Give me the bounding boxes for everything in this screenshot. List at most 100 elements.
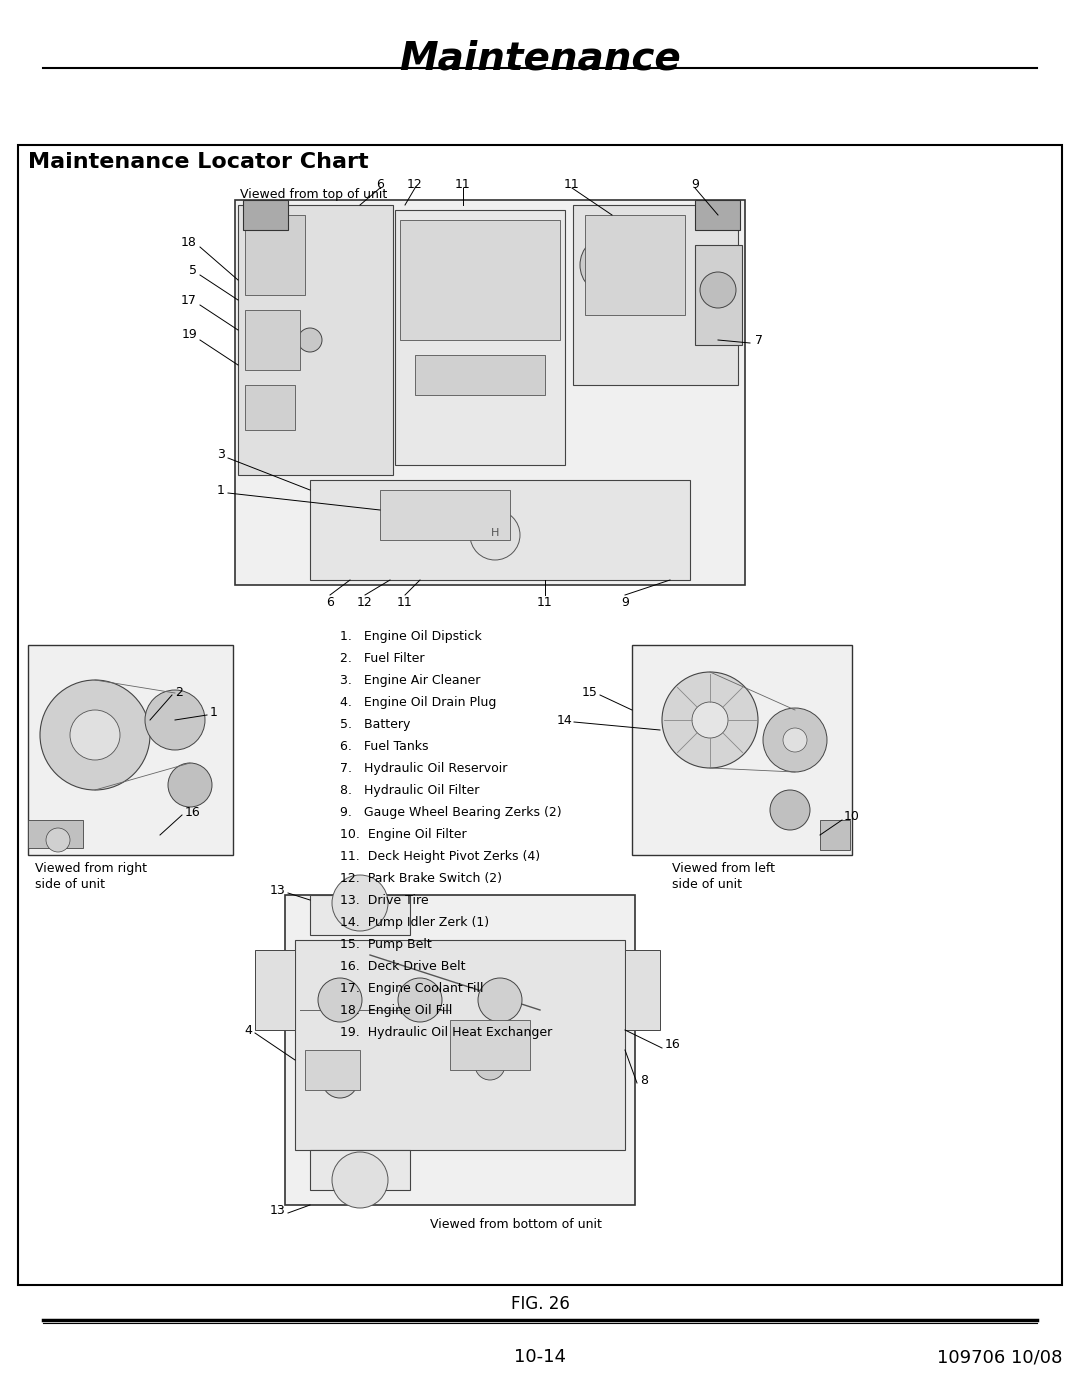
Bar xyxy=(310,895,410,935)
Circle shape xyxy=(332,1153,388,1208)
Bar xyxy=(696,200,740,231)
Circle shape xyxy=(580,235,640,295)
Text: 109706 10/08: 109706 10/08 xyxy=(937,1348,1063,1366)
Text: 17: 17 xyxy=(181,293,197,306)
Text: 5.   Battery: 5. Battery xyxy=(340,718,410,731)
Bar xyxy=(585,215,685,314)
Text: 7.   Hydraulic Oil Reservoir: 7. Hydraulic Oil Reservoir xyxy=(340,761,508,775)
Text: 12: 12 xyxy=(357,597,373,609)
Bar xyxy=(18,145,1062,1285)
Text: 4: 4 xyxy=(244,1024,252,1037)
Circle shape xyxy=(257,237,293,272)
Text: 9: 9 xyxy=(621,597,629,609)
Text: side of unit: side of unit xyxy=(672,877,742,891)
Circle shape xyxy=(478,978,522,1023)
Bar xyxy=(632,645,852,855)
Bar xyxy=(573,205,738,386)
Bar xyxy=(450,1020,530,1070)
Text: 5: 5 xyxy=(189,264,197,277)
Text: 9.   Gauge Wheel Bearing Zerks (2): 9. Gauge Wheel Bearing Zerks (2) xyxy=(340,806,562,819)
Text: Maintenance Locator Chart: Maintenance Locator Chart xyxy=(28,152,368,172)
Bar xyxy=(255,950,295,1030)
Text: 2.   Fuel Filter: 2. Fuel Filter xyxy=(340,652,424,665)
Text: 10.  Engine Oil Filter: 10. Engine Oil Filter xyxy=(340,828,467,841)
Circle shape xyxy=(783,728,807,752)
Text: 4.   Engine Oil Drain Plug: 4. Engine Oil Drain Plug xyxy=(340,696,497,710)
Circle shape xyxy=(420,235,470,285)
Bar xyxy=(310,1150,410,1190)
Circle shape xyxy=(318,978,362,1023)
Bar xyxy=(625,950,660,1030)
Circle shape xyxy=(475,1051,505,1080)
Bar xyxy=(245,386,295,430)
Bar xyxy=(305,1051,360,1090)
Circle shape xyxy=(636,243,680,286)
Text: 16.  Deck Drive Belt: 16. Deck Drive Belt xyxy=(340,960,465,972)
Text: 11: 11 xyxy=(564,177,580,191)
Text: 1: 1 xyxy=(210,707,218,719)
Text: 7: 7 xyxy=(755,334,762,346)
Text: 6: 6 xyxy=(326,597,334,609)
Circle shape xyxy=(470,510,519,560)
Text: FIG. 26: FIG. 26 xyxy=(511,1295,569,1313)
Bar xyxy=(400,219,561,339)
Text: 10-14: 10-14 xyxy=(514,1348,566,1366)
Bar xyxy=(696,244,742,345)
Text: 14.  Pump Idler Zerk (1): 14. Pump Idler Zerk (1) xyxy=(340,916,489,929)
Text: 18: 18 xyxy=(181,236,197,250)
Text: 11: 11 xyxy=(397,597,413,609)
Text: 6: 6 xyxy=(376,177,383,191)
Bar xyxy=(238,205,393,475)
Text: 12.  Park Brake Switch (2): 12. Park Brake Switch (2) xyxy=(340,872,502,886)
Text: 13.  Drive Tire: 13. Drive Tire xyxy=(340,894,429,907)
Circle shape xyxy=(70,710,120,760)
Text: 12: 12 xyxy=(407,177,423,191)
Text: Viewed from bottom of unit: Viewed from bottom of unit xyxy=(430,1218,602,1231)
Text: 11: 11 xyxy=(455,177,471,191)
Circle shape xyxy=(261,401,289,429)
Text: 15.  Pump Belt: 15. Pump Belt xyxy=(340,937,432,951)
Text: Viewed from top of unit: Viewed from top of unit xyxy=(240,189,388,201)
Text: 19.  Hydraulic Oil Heat Exchanger: 19. Hydraulic Oil Heat Exchanger xyxy=(340,1025,552,1039)
Text: 15: 15 xyxy=(582,686,598,700)
Bar xyxy=(380,490,510,541)
Bar xyxy=(245,215,305,295)
Bar xyxy=(285,895,635,1206)
Text: 14: 14 xyxy=(556,714,572,726)
Text: 11.  Deck Height Pivot Zerks (4): 11. Deck Height Pivot Zerks (4) xyxy=(340,849,540,863)
Text: 16: 16 xyxy=(185,806,201,820)
Circle shape xyxy=(40,680,150,789)
Text: 13: 13 xyxy=(269,883,285,897)
Text: 11: 11 xyxy=(537,597,553,609)
Text: 9: 9 xyxy=(691,177,699,191)
Bar xyxy=(295,940,625,1150)
Bar xyxy=(243,200,288,231)
Circle shape xyxy=(168,763,212,807)
Text: 10: 10 xyxy=(843,810,860,823)
Text: Viewed from right: Viewed from right xyxy=(35,862,147,875)
Text: Viewed from left: Viewed from left xyxy=(672,862,775,875)
Circle shape xyxy=(298,328,322,352)
Text: 2: 2 xyxy=(175,686,183,700)
Text: 17.  Engine Coolant Fill: 17. Engine Coolant Fill xyxy=(340,982,484,995)
Text: 6.   Fuel Tanks: 6. Fuel Tanks xyxy=(340,740,429,753)
Circle shape xyxy=(399,978,442,1023)
Text: 3: 3 xyxy=(217,448,225,461)
Text: 18.  Engine Oil Fill: 18. Engine Oil Fill xyxy=(340,1004,453,1017)
Bar xyxy=(395,210,565,465)
Text: 16: 16 xyxy=(665,1038,680,1052)
Text: 1.   Engine Oil Dipstick: 1. Engine Oil Dipstick xyxy=(340,630,482,643)
Bar xyxy=(28,645,233,855)
Bar xyxy=(235,200,745,585)
Circle shape xyxy=(662,672,758,768)
Text: 8.   Hydraulic Oil Filter: 8. Hydraulic Oil Filter xyxy=(340,784,480,798)
Circle shape xyxy=(692,703,728,738)
Text: 8: 8 xyxy=(640,1073,648,1087)
Text: 1: 1 xyxy=(217,483,225,496)
Bar xyxy=(310,481,690,580)
Circle shape xyxy=(322,1062,357,1098)
Circle shape xyxy=(332,875,388,930)
Circle shape xyxy=(770,789,810,830)
Text: 19: 19 xyxy=(181,328,197,341)
Bar xyxy=(28,820,83,848)
